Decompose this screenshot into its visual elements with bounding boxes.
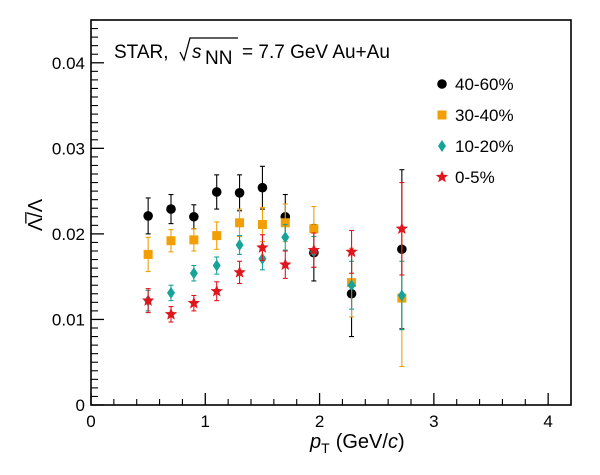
data-points bbox=[141, 165, 409, 368]
data-point bbox=[307, 243, 321, 256]
data-point bbox=[189, 267, 198, 280]
annotation-suffix: = 7.7 GeV Au+Au bbox=[242, 42, 390, 63]
x-axis-label: pT (GeV/c) bbox=[309, 431, 405, 456]
chart-annotation: STAR, s NN = 7.7 GeV Au+Au bbox=[114, 37, 390, 69]
data-point bbox=[189, 235, 199, 245]
data-point bbox=[257, 219, 267, 229]
data-point bbox=[143, 211, 153, 221]
x-axis-label-unit-var: c bbox=[388, 431, 398, 453]
legend: 40-60% 30-40% 10-20% 0-5% bbox=[435, 75, 514, 187]
data-point bbox=[187, 296, 201, 309]
x-axis-label-unit-close: ) bbox=[398, 431, 405, 453]
data-point bbox=[166, 236, 176, 246]
plot-frame bbox=[90, 19, 572, 406]
x-axis-label-main: p bbox=[309, 431, 321, 453]
data-point bbox=[164, 307, 178, 320]
data-point bbox=[141, 294, 155, 306]
data-point bbox=[189, 211, 199, 222]
sqrt-symbol bbox=[179, 37, 238, 62]
y-tick-label: 0.04 bbox=[52, 54, 85, 73]
y-tick-label: 0.03 bbox=[52, 139, 85, 158]
legend-label: 10-20% bbox=[455, 137, 514, 156]
data-point bbox=[256, 241, 269, 253]
legend-label: 30-40% bbox=[455, 106, 514, 125]
data-point bbox=[235, 239, 244, 252]
series-0-5% bbox=[141, 182, 409, 323]
y-tick-label: 0.02 bbox=[52, 225, 85, 244]
y-axis-label: Λ̅/Λ bbox=[24, 198, 47, 231]
annotation-sqrt-var: s bbox=[192, 42, 202, 63]
data-point bbox=[234, 188, 245, 198]
data-point bbox=[281, 231, 290, 244]
x-tick-label: 1 bbox=[201, 412, 210, 431]
x-axis-label-unit-open: (GeV/ bbox=[336, 431, 389, 453]
y-tick-label: 0.01 bbox=[52, 310, 85, 329]
data-point bbox=[280, 218, 290, 228]
x-tick-label: 0 bbox=[86, 412, 95, 431]
x-tick-label: 2 bbox=[315, 412, 324, 431]
data-point bbox=[347, 279, 356, 292]
y-tick-label: 0 bbox=[76, 396, 85, 415]
data-point bbox=[279, 258, 292, 270]
data-point bbox=[257, 182, 268, 193]
legend-marker bbox=[438, 140, 446, 152]
data-point bbox=[233, 265, 246, 278]
annotation-sqrt-sub: NN bbox=[205, 48, 232, 69]
y-axis-label-group: Λ̅/Λ bbox=[24, 198, 47, 231]
data-point bbox=[235, 218, 245, 228]
legend-marker bbox=[437, 110, 447, 120]
x-tick-label: 3 bbox=[429, 412, 438, 431]
x-axis-label-sub: T bbox=[321, 440, 330, 456]
data-point bbox=[143, 249, 153, 259]
data-point bbox=[309, 224, 319, 234]
data-point bbox=[395, 222, 409, 235]
data-point bbox=[211, 187, 222, 197]
x-tick-label: 4 bbox=[543, 412, 552, 431]
data-point bbox=[210, 284, 223, 297]
data-point bbox=[167, 286, 175, 299]
data-point bbox=[212, 259, 221, 272]
data-point bbox=[397, 289, 406, 302]
legend-marker bbox=[437, 79, 447, 89]
legend-label: 0-5% bbox=[455, 168, 495, 187]
annotation-prefix: STAR, bbox=[114, 42, 169, 63]
data-point bbox=[166, 204, 176, 214]
data-point bbox=[212, 231, 222, 241]
legend-label: 40-60% bbox=[455, 75, 514, 94]
data-point bbox=[345, 245, 358, 258]
legend-marker bbox=[435, 170, 449, 183]
